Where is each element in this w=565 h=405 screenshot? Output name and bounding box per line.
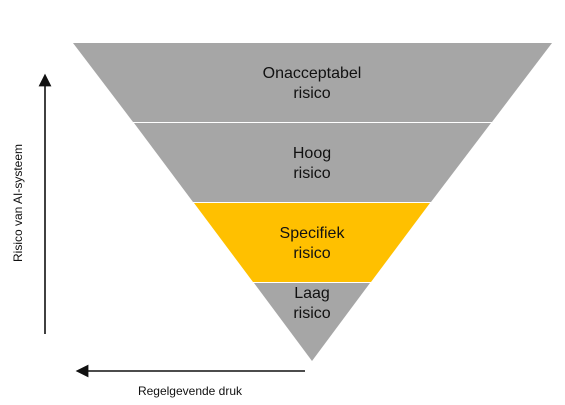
tier-low-label-line2: risico bbox=[293, 305, 330, 322]
tier-high-label-line1: Hoog bbox=[293, 145, 331, 162]
tier-specific: Specifiek risico bbox=[194, 203, 430, 282]
horizontal-axis-label: Regelgevende druk bbox=[138, 384, 243, 398]
tier-low-shape bbox=[254, 283, 370, 361]
tier-specific-label-line2: risico bbox=[293, 245, 330, 262]
tier-unacceptable: Onacceptabel risico bbox=[73, 43, 552, 122]
tier-unacceptable-label-line2: risico bbox=[293, 85, 330, 102]
tier-low: Laag risico bbox=[254, 283, 370, 361]
tier-specific-label-line1: Specifiek bbox=[280, 225, 346, 242]
tier-unacceptable-shape bbox=[73, 43, 552, 122]
tier-unacceptable-label-line1: Onacceptabel bbox=[263, 65, 362, 82]
tier-specific-shape bbox=[194, 203, 430, 282]
tier-high-label-line2: risico bbox=[293, 165, 330, 182]
tier-high: Hoog risico bbox=[134, 123, 491, 202]
tier-low-label-line1: Laag bbox=[294, 285, 330, 302]
vertical-axis-label: Risico van AI-systeem bbox=[11, 144, 25, 262]
tier-high-shape bbox=[134, 123, 491, 202]
